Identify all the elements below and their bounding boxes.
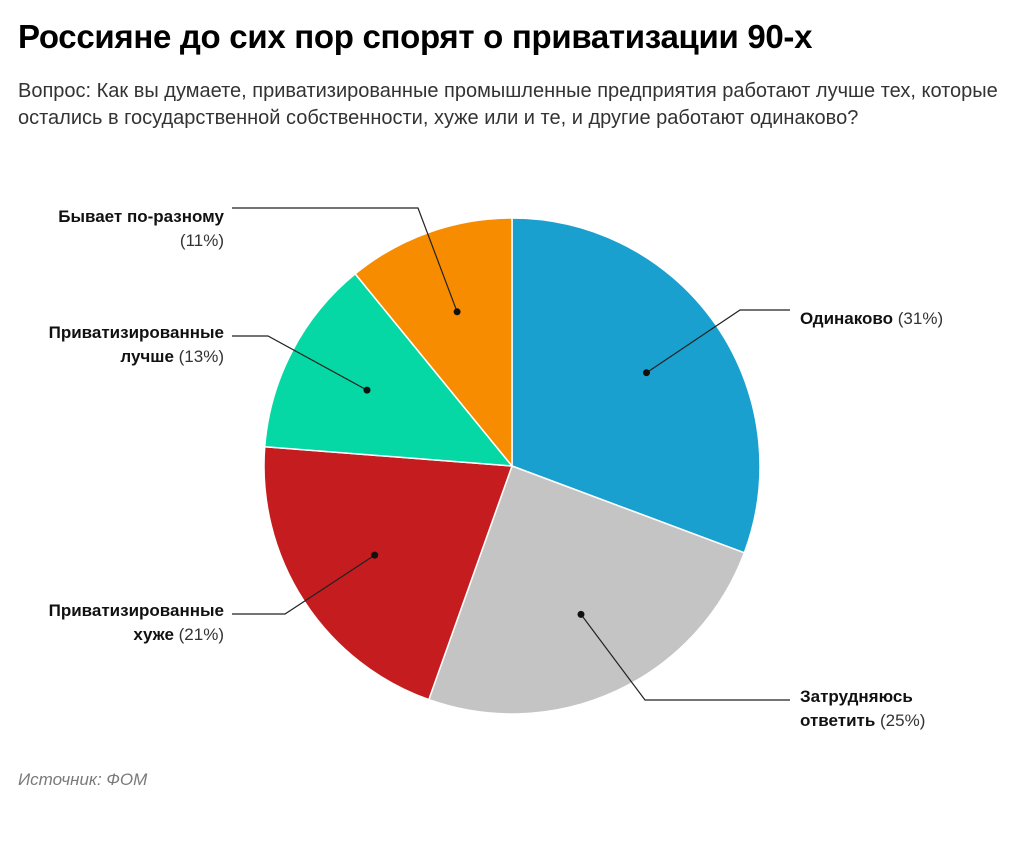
pie-slice-5: [354, 217, 513, 469]
slice-percent-5: (11%): [180, 231, 224, 250]
leader-dot-1: [643, 369, 650, 377]
pie-slices: [263, 217, 761, 715]
pie-slice-1: [511, 217, 761, 554]
slice-label-1: Одинаково (31%): [800, 309, 943, 328]
leader-line-5: [232, 207, 458, 313]
slice-percent-4: (13%): [174, 347, 224, 366]
slice-label-4: Приватизированные лучше (13%): [49, 323, 224, 366]
leader-dot-2: [577, 610, 585, 618]
chart-subtitle: Вопрос: Как вы думаете, приватизированны…: [18, 80, 998, 129]
leader-lines: [232, 207, 790, 701]
slice-label-3: Приватизированные хуже (21%): [49, 601, 224, 644]
slice-labels: Одинаково (31%) Затрудняюсь ответить (25%)…: [49, 207, 944, 730]
leader-line-3: [232, 554, 376, 615]
source-note: Источник: ФОМ: [18, 770, 148, 789]
slice-percent-3: (21%): [174, 625, 224, 644]
slice-percent-1: (31%): [893, 309, 943, 328]
leader-dot-4: [363, 386, 371, 394]
leader-line-4: [232, 335, 368, 391]
slice-label-5: Бывает по-разному (11%): [58, 207, 224, 250]
pie-slice-4: [263, 272, 514, 467]
leader-line-2: [580, 614, 790, 701]
chart-title: Россияне до сих пор спорят о приватизаци…: [18, 18, 813, 55]
leader-dot-5: [453, 308, 461, 316]
slice-percent-2: (25%): [875, 711, 925, 730]
pie-slice-2: [427, 465, 746, 715]
leader-dot-3: [371, 551, 379, 559]
leader-line-1: [646, 309, 790, 374]
slice-label-2: Затрудняюсь ответить (25%): [800, 687, 925, 730]
